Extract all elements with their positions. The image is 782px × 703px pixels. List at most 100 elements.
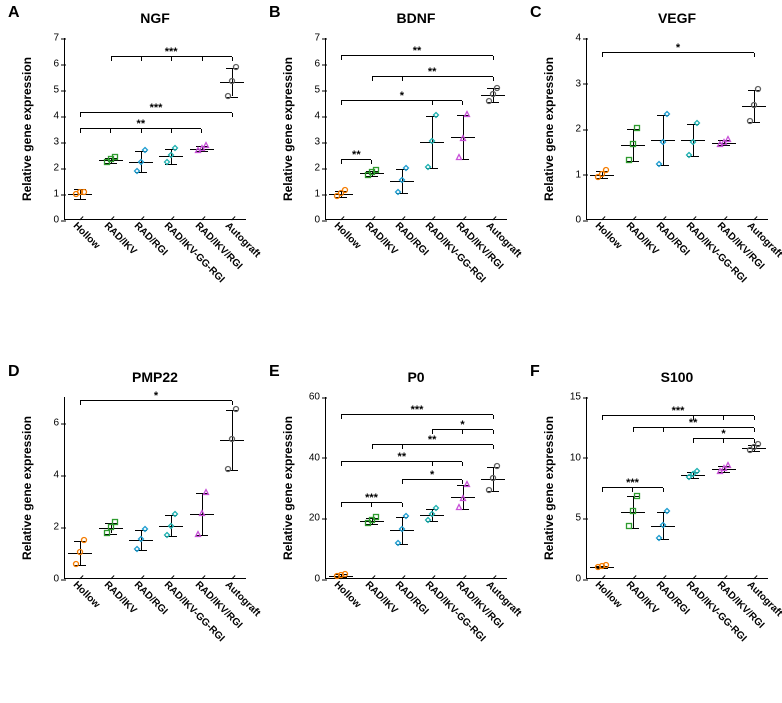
- significance-drop: [432, 430, 433, 434]
- significance-drop: [80, 401, 81, 405]
- panel-title: VEGF: [586, 10, 768, 26]
- y-axis-label: Relative gene expression: [281, 38, 295, 220]
- data-point: [111, 519, 118, 526]
- panel-title: S100: [586, 369, 768, 385]
- significance-stars: **: [137, 120, 146, 128]
- y-tick: 2: [575, 124, 587, 135]
- significance-stars: *: [721, 430, 725, 438]
- significance-drop: [493, 415, 494, 419]
- significance-stars: ***: [365, 494, 378, 502]
- data-point: [228, 435, 235, 442]
- data-point: [455, 153, 462, 160]
- data-point: [694, 468, 701, 475]
- y-tick: 5: [53, 85, 65, 96]
- significance-drop: [201, 129, 202, 133]
- panel-title: PMP22: [64, 369, 246, 385]
- data-point: [629, 140, 636, 147]
- significance-drop: [110, 129, 111, 133]
- data-point: [194, 530, 201, 537]
- data-point: [724, 135, 731, 142]
- y-axis-label: Relative gene expression: [542, 38, 556, 220]
- panel-label: A: [8, 4, 20, 22]
- data-point: [425, 517, 432, 524]
- y-tick: 3: [314, 137, 326, 148]
- significance-drop: [723, 416, 724, 420]
- significance-stars: *: [460, 421, 464, 429]
- y-axis-label: Relative gene expression: [20, 397, 34, 579]
- significance-stars: ***: [626, 479, 639, 487]
- data-point: [137, 536, 144, 543]
- data-point: [724, 461, 731, 468]
- y-tick: 1: [53, 189, 65, 200]
- x-tick: Hollow: [332, 578, 364, 610]
- data-point: [463, 480, 470, 487]
- significance-stars: **: [352, 151, 361, 159]
- plot-area: 0246HollowRAD/IKVRAD/RGIRAD/IKV-GG-RGIRA…: [64, 397, 246, 579]
- plot-area: 01234567HollowRAD/IKVRAD/RGIRAD/IKV-GG-R…: [64, 38, 246, 220]
- panel-title: NGF: [64, 10, 246, 26]
- significance-drop: [341, 56, 342, 60]
- data-point: [629, 508, 636, 515]
- y-tick: 7: [53, 33, 65, 44]
- data-point: [202, 141, 209, 148]
- significance-drop: [432, 101, 433, 105]
- data-point: [133, 167, 140, 174]
- significance-stars: **: [689, 419, 698, 427]
- data-point: [633, 492, 640, 499]
- data-point: [655, 534, 662, 541]
- significance-stars: *: [154, 392, 158, 400]
- significance-drop: [232, 113, 233, 117]
- data-point: [750, 102, 757, 109]
- data-point: [224, 465, 231, 472]
- data-point: [686, 152, 693, 159]
- data-point: [625, 522, 632, 529]
- significance-drop: [602, 53, 603, 57]
- y-tick: 4: [314, 111, 326, 122]
- data-point: [402, 165, 409, 172]
- data-point: [746, 118, 753, 125]
- data-point: [663, 111, 670, 118]
- data-point: [485, 97, 492, 104]
- significance-stars: **: [428, 436, 437, 444]
- significance-drop: [462, 480, 463, 484]
- significance-drop: [663, 428, 664, 432]
- data-point: [433, 112, 440, 119]
- significance-drop: [141, 57, 142, 61]
- data-point: [493, 462, 500, 469]
- data-point: [372, 167, 379, 174]
- panel-a: ANGFRelative gene expression01234567Holl…: [6, 4, 258, 344]
- significance-drop: [80, 129, 81, 133]
- y-tick: 5: [314, 85, 326, 96]
- data-point: [625, 156, 632, 163]
- y-tick: 15: [570, 392, 587, 403]
- significance-stars: *: [430, 471, 434, 479]
- significance-drop: [462, 101, 463, 105]
- significance-drop: [80, 113, 81, 117]
- significance-stars: ***: [165, 48, 178, 56]
- data-point: [228, 78, 235, 85]
- data-point: [198, 510, 205, 517]
- y-axis-label: Relative gene expression: [542, 397, 556, 579]
- figure-grid: ANGFRelative gene expression01234567Holl…: [0, 0, 782, 691]
- y-tick: 0: [575, 574, 587, 585]
- x-tick: Hollow: [593, 219, 625, 251]
- significance-drop: [493, 77, 494, 81]
- y-tick: 2: [53, 522, 65, 533]
- significance-drop: [432, 462, 433, 466]
- data-point: [137, 158, 144, 165]
- data-point: [77, 549, 84, 556]
- x-tick: Hollow: [71, 578, 103, 610]
- y-tick: 7: [314, 33, 326, 44]
- panel-label: E: [269, 363, 280, 381]
- data-point: [81, 189, 88, 196]
- significance-drop: [402, 503, 403, 507]
- significance-drop: [202, 57, 203, 61]
- data-point: [168, 523, 175, 530]
- data-point: [429, 511, 436, 518]
- y-tick: 6: [314, 59, 326, 70]
- panel-e: EP0Relative gene expression0204060Hollow…: [267, 363, 519, 703]
- y-tick: 10: [570, 452, 587, 463]
- significance-drop: [402, 445, 403, 449]
- data-point: [463, 110, 470, 117]
- significance-drop: [493, 445, 494, 449]
